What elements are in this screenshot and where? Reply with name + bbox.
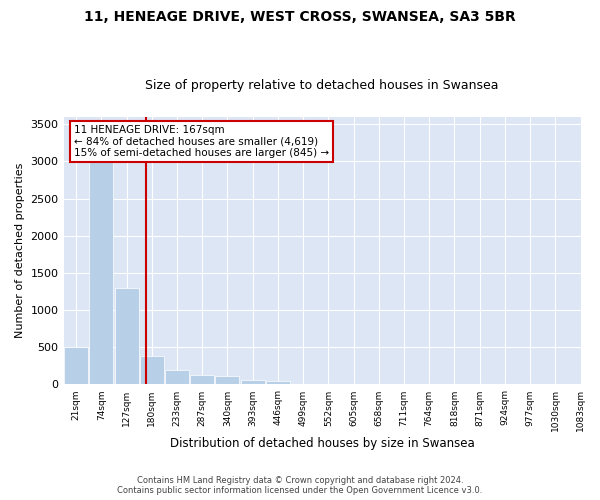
Text: 11, HENEAGE DRIVE, WEST CROSS, SWANSEA, SA3 5BR: 11, HENEAGE DRIVE, WEST CROSS, SWANSEA, … xyxy=(84,10,516,24)
Bar xyxy=(190,375,214,384)
Bar xyxy=(266,381,290,384)
Bar xyxy=(89,162,113,384)
Bar xyxy=(64,348,88,385)
Bar xyxy=(115,288,139,384)
Text: Contains HM Land Registry data © Crown copyright and database right 2024.
Contai: Contains HM Land Registry data © Crown c… xyxy=(118,476,482,495)
Bar xyxy=(241,380,265,384)
Text: 11 HENEAGE DRIVE: 167sqm
← 84% of detached houses are smaller (4,619)
15% of sem: 11 HENEAGE DRIVE: 167sqm ← 84% of detach… xyxy=(74,125,329,158)
Title: Size of property relative to detached houses in Swansea: Size of property relative to detached ho… xyxy=(145,79,499,92)
Y-axis label: Number of detached properties: Number of detached properties xyxy=(15,163,25,338)
Bar xyxy=(165,370,189,384)
X-axis label: Distribution of detached houses by size in Swansea: Distribution of detached houses by size … xyxy=(170,437,475,450)
Bar xyxy=(140,356,164,384)
Bar xyxy=(215,376,239,384)
